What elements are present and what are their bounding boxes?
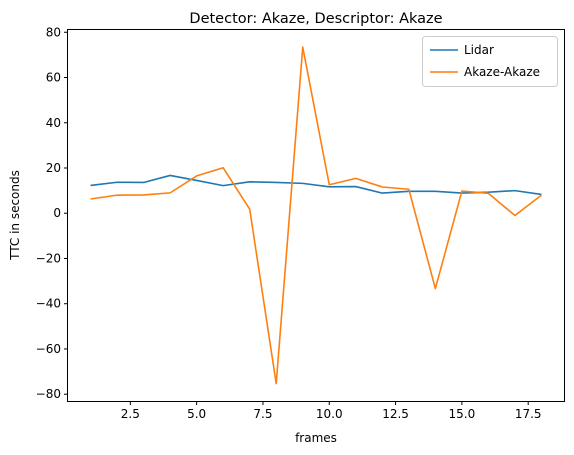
- y-tick-label: −80: [36, 387, 61, 401]
- x-tick-label: 5.0: [187, 407, 206, 421]
- y-tick-label: −60: [36, 342, 61, 356]
- y-tick-label: 80: [46, 25, 61, 39]
- x-tick-label: 7.5: [253, 407, 272, 421]
- legend-label: Akaze-Akaze: [464, 65, 540, 79]
- x-tick-label: 15.0: [449, 407, 476, 421]
- y-axis-label: TTC in seconds: [8, 170, 22, 261]
- y-tick-label: −40: [36, 297, 61, 311]
- x-axis-label: frames: [295, 431, 337, 445]
- legend-label: Lidar: [464, 43, 494, 57]
- y-tick-label: −20: [36, 251, 61, 265]
- chart-title: Detector: Akaze, Descriptor: Akaze: [189, 11, 442, 27]
- y-tick-label: 40: [46, 116, 61, 130]
- x-tick-label: 12.5: [382, 407, 409, 421]
- x-tick-label: 2.5: [121, 407, 140, 421]
- x-tick-label: 17.5: [515, 407, 542, 421]
- x-tick-label: 10.0: [316, 407, 343, 421]
- y-tick-label: 60: [46, 71, 61, 85]
- legend: Lidar Akaze-Akaze: [423, 37, 558, 87]
- y-tick-label: 20: [46, 161, 61, 175]
- y-tick-label: 0: [53, 206, 61, 220]
